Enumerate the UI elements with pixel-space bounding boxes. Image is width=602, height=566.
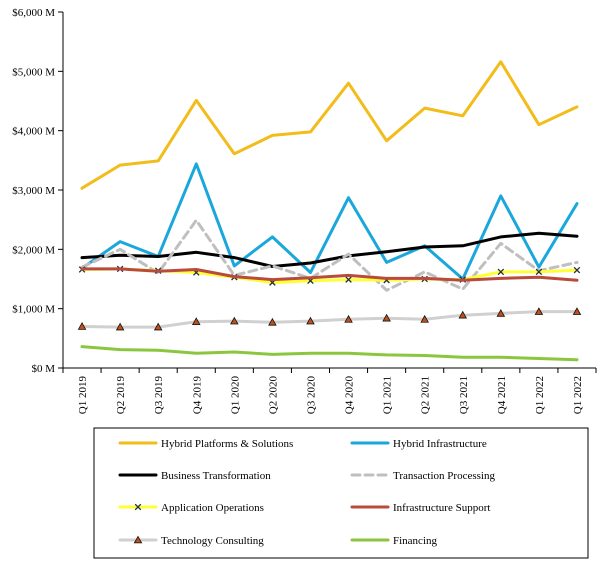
triangle-marker <box>191 317 201 325</box>
y-tick-label: $3,000 M <box>12 185 55 197</box>
x-marker <box>134 503 142 511</box>
x-tick-label: Q4 2019 <box>191 376 203 415</box>
triangle-marker <box>77 322 87 330</box>
y-tick-label: $0 M <box>31 363 55 375</box>
x-tick-label: Q2 2021 <box>420 376 432 414</box>
triangle-marker <box>115 322 125 331</box>
x-marker <box>573 266 581 274</box>
x-tick-label: Q1 2019 <box>77 376 89 415</box>
series-0 <box>80 60 579 190</box>
series-line <box>80 231 579 268</box>
series-7 <box>80 345 579 362</box>
triangle-marker <box>420 314 429 323</box>
triangle-marker <box>153 322 163 331</box>
legend: Hybrid Platforms & Solutions Hybrid Infra… <box>93 427 589 559</box>
y-tick-label: $5,000 M <box>12 66 55 78</box>
series-1 <box>80 162 579 281</box>
x-tick-label: Q3 2019 <box>153 376 165 415</box>
series-3 <box>80 218 579 292</box>
series-2 <box>80 231 579 268</box>
axes <box>62 12 596 369</box>
series-lines <box>77 60 582 362</box>
legend-label: Technology Consulting <box>161 535 264 547</box>
x-tick-label: Q3 2021 <box>458 376 470 414</box>
legend-item: Business Transformation <box>118 470 271 482</box>
series-line <box>80 267 579 282</box>
legend-label: Infrastructure Support <box>393 502 490 514</box>
x-tick-label: Q3 2020 <box>305 376 317 415</box>
x-tick-label: Q4 2020 <box>344 376 356 415</box>
x-tick-label: Q2 2019 <box>115 376 127 415</box>
triangle-marker <box>572 307 582 315</box>
x-marker <box>535 268 543 276</box>
triangle-marker <box>344 314 353 323</box>
legend-item: Application Operations <box>118 502 264 514</box>
legend-label: Hybrid Platforms & Solutions <box>161 438 293 450</box>
x-tick-label: Q1 2021 <box>382 376 394 414</box>
legend-item: Technology Consulting <box>118 535 264 547</box>
legend-label: Hybrid Infrastructure <box>393 438 487 450</box>
x-tick-label: Q4 2021 <box>496 376 508 414</box>
legend-item: Transaction Processing <box>350 470 495 482</box>
y-tick-label: $2,000 M <box>12 244 55 256</box>
legend-label: Transaction Processing <box>393 470 495 482</box>
y-tick-label: $6,000 M <box>12 7 55 19</box>
triangle-marker <box>268 317 277 326</box>
x-axis-ticks: Q1 2019 Q2 2019 Q3 2019 Q4 2019 Q1 2020 Q2 20… <box>62 368 597 415</box>
x-tick-label: Q1 2022 <box>534 376 546 414</box>
triangle-marker <box>458 310 468 319</box>
legend-label: Business Transformation <box>161 470 271 482</box>
series-6 <box>77 307 582 331</box>
legend-box <box>93 427 589 559</box>
legend-item: Hybrid Platforms & Solutions <box>118 438 293 450</box>
x-tick-label: Q2 2020 <box>267 376 279 415</box>
triangle-marker <box>382 313 391 322</box>
series-5 <box>80 267 579 282</box>
triangle-marker <box>496 308 506 317</box>
legend-item: Financing <box>350 535 437 547</box>
legend-label: Financing <box>393 535 437 547</box>
series-line <box>80 60 579 190</box>
triangle-marker <box>230 316 239 325</box>
triangle-marker <box>306 316 315 325</box>
legend-item: Infrastructure Support <box>350 502 490 514</box>
legend-label: Application Operations <box>161 502 264 514</box>
series-line <box>80 162 579 281</box>
y-axis-ticks: $0 M $1,000 M $2,000 M $3,000 M $4,000 M $5,0… <box>12 7 63 375</box>
series-line <box>80 345 579 362</box>
legend-item: Hybrid Infrastructure <box>350 438 487 450</box>
series-line <box>80 218 579 292</box>
y-tick-label: $1,000 M <box>12 304 55 316</box>
triangle-marker <box>133 535 143 544</box>
x-marker <box>345 276 352 283</box>
x-marker <box>497 268 505 276</box>
series-line <box>80 310 579 329</box>
y-tick-label: $4,000 M <box>12 126 55 138</box>
triangle-marker <box>534 307 544 315</box>
x-tick-label: Q1 2022 <box>572 376 584 414</box>
x-tick-label: Q1 2020 <box>229 376 241 415</box>
